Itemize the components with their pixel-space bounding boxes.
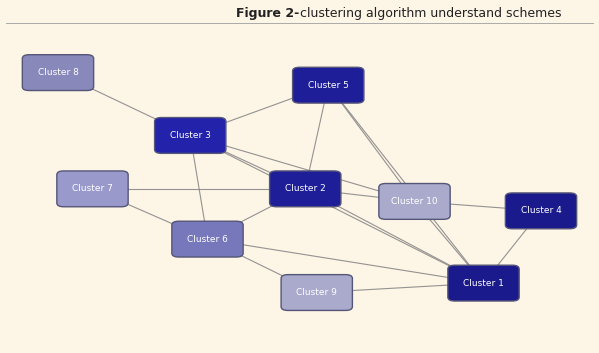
- Text: Cluster 9: Cluster 9: [297, 288, 337, 297]
- FancyBboxPatch shape: [57, 171, 128, 207]
- Text: clustering algorithm understand schemes: clustering algorithm understand schemes: [300, 7, 561, 20]
- Text: Cluster 1: Cluster 1: [463, 279, 504, 288]
- FancyBboxPatch shape: [270, 171, 341, 207]
- Text: Cluster 4: Cluster 4: [521, 207, 561, 215]
- Text: Cluster 3: Cluster 3: [170, 131, 211, 140]
- Text: Cluster 6: Cluster 6: [187, 235, 228, 244]
- Text: Cluster 7: Cluster 7: [72, 184, 113, 193]
- Text: Cluster 5: Cluster 5: [308, 81, 349, 90]
- Text: Cluster 2: Cluster 2: [285, 184, 326, 193]
- FancyBboxPatch shape: [155, 118, 226, 153]
- FancyBboxPatch shape: [506, 193, 577, 229]
- FancyBboxPatch shape: [292, 67, 364, 103]
- FancyBboxPatch shape: [172, 221, 243, 257]
- Text: Figure 2-: Figure 2-: [236, 7, 300, 20]
- FancyBboxPatch shape: [448, 265, 519, 301]
- FancyBboxPatch shape: [22, 55, 93, 90]
- Text: Cluster 10: Cluster 10: [391, 197, 438, 206]
- FancyBboxPatch shape: [281, 275, 352, 310]
- FancyBboxPatch shape: [379, 184, 450, 219]
- Text: Cluster 8: Cluster 8: [38, 68, 78, 77]
